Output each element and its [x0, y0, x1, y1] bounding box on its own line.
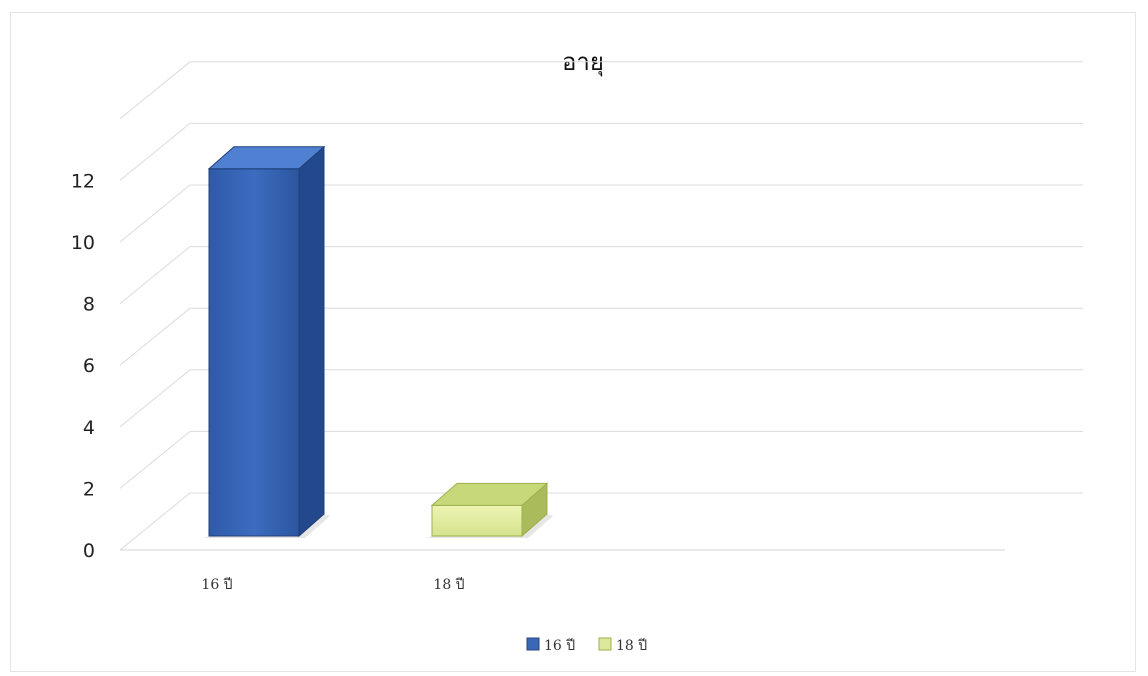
y-tick-label: 10: [71, 232, 95, 254]
y-tick-label: 12: [71, 170, 95, 192]
legend-label-16: 16 ปี: [544, 638, 575, 654]
legend-swatch-16: [526, 637, 540, 651]
y-tick-label: 6: [83, 355, 95, 377]
bar-side: [298, 145, 325, 538]
legend: 16 ปี 18 ปี: [526, 637, 647, 654]
gridline-diagonal: [119, 246, 191, 304]
legend-swatch-18: [598, 637, 612, 651]
gridline-diagonal: [119, 307, 191, 366]
gridline-diagonal: [119, 123, 191, 181]
bar-top: [430, 482, 549, 506]
y-tick-label: 8: [83, 294, 95, 316]
gridline-diagonal: [119, 369, 191, 428]
chart-title: อายุ: [562, 48, 604, 77]
x-axis-labels: 16 ปี 18 ปี: [201, 577, 464, 593]
gridline-diagonal: [119, 431, 191, 489]
bar: [426, 482, 553, 538]
y-tick-label: 0: [83, 540, 95, 562]
bars: [203, 145, 553, 538]
y-axis-ticks: 0 2 4 6 8 10 12: [71, 170, 95, 562]
x-tick-label: 16 ปี: [201, 577, 232, 593]
bar-front: [208, 168, 300, 537]
bar-top: [207, 146, 326, 170]
gridline-diagonal: [119, 492, 191, 551]
bar-front: [431, 504, 523, 537]
y-tick-label: 4: [83, 417, 95, 439]
gridline-diagonal: [119, 61, 191, 120]
bar: [203, 145, 330, 538]
x-tick-label: 18 ปี: [433, 577, 464, 593]
y-tick-label: 2: [83, 478, 95, 500]
legend-label-18: 18 ปี: [616, 638, 647, 654]
gridline-diagonal: [119, 184, 191, 243]
gridlines: [119, 61, 1083, 551]
chart-frame: [10, 12, 1136, 672]
